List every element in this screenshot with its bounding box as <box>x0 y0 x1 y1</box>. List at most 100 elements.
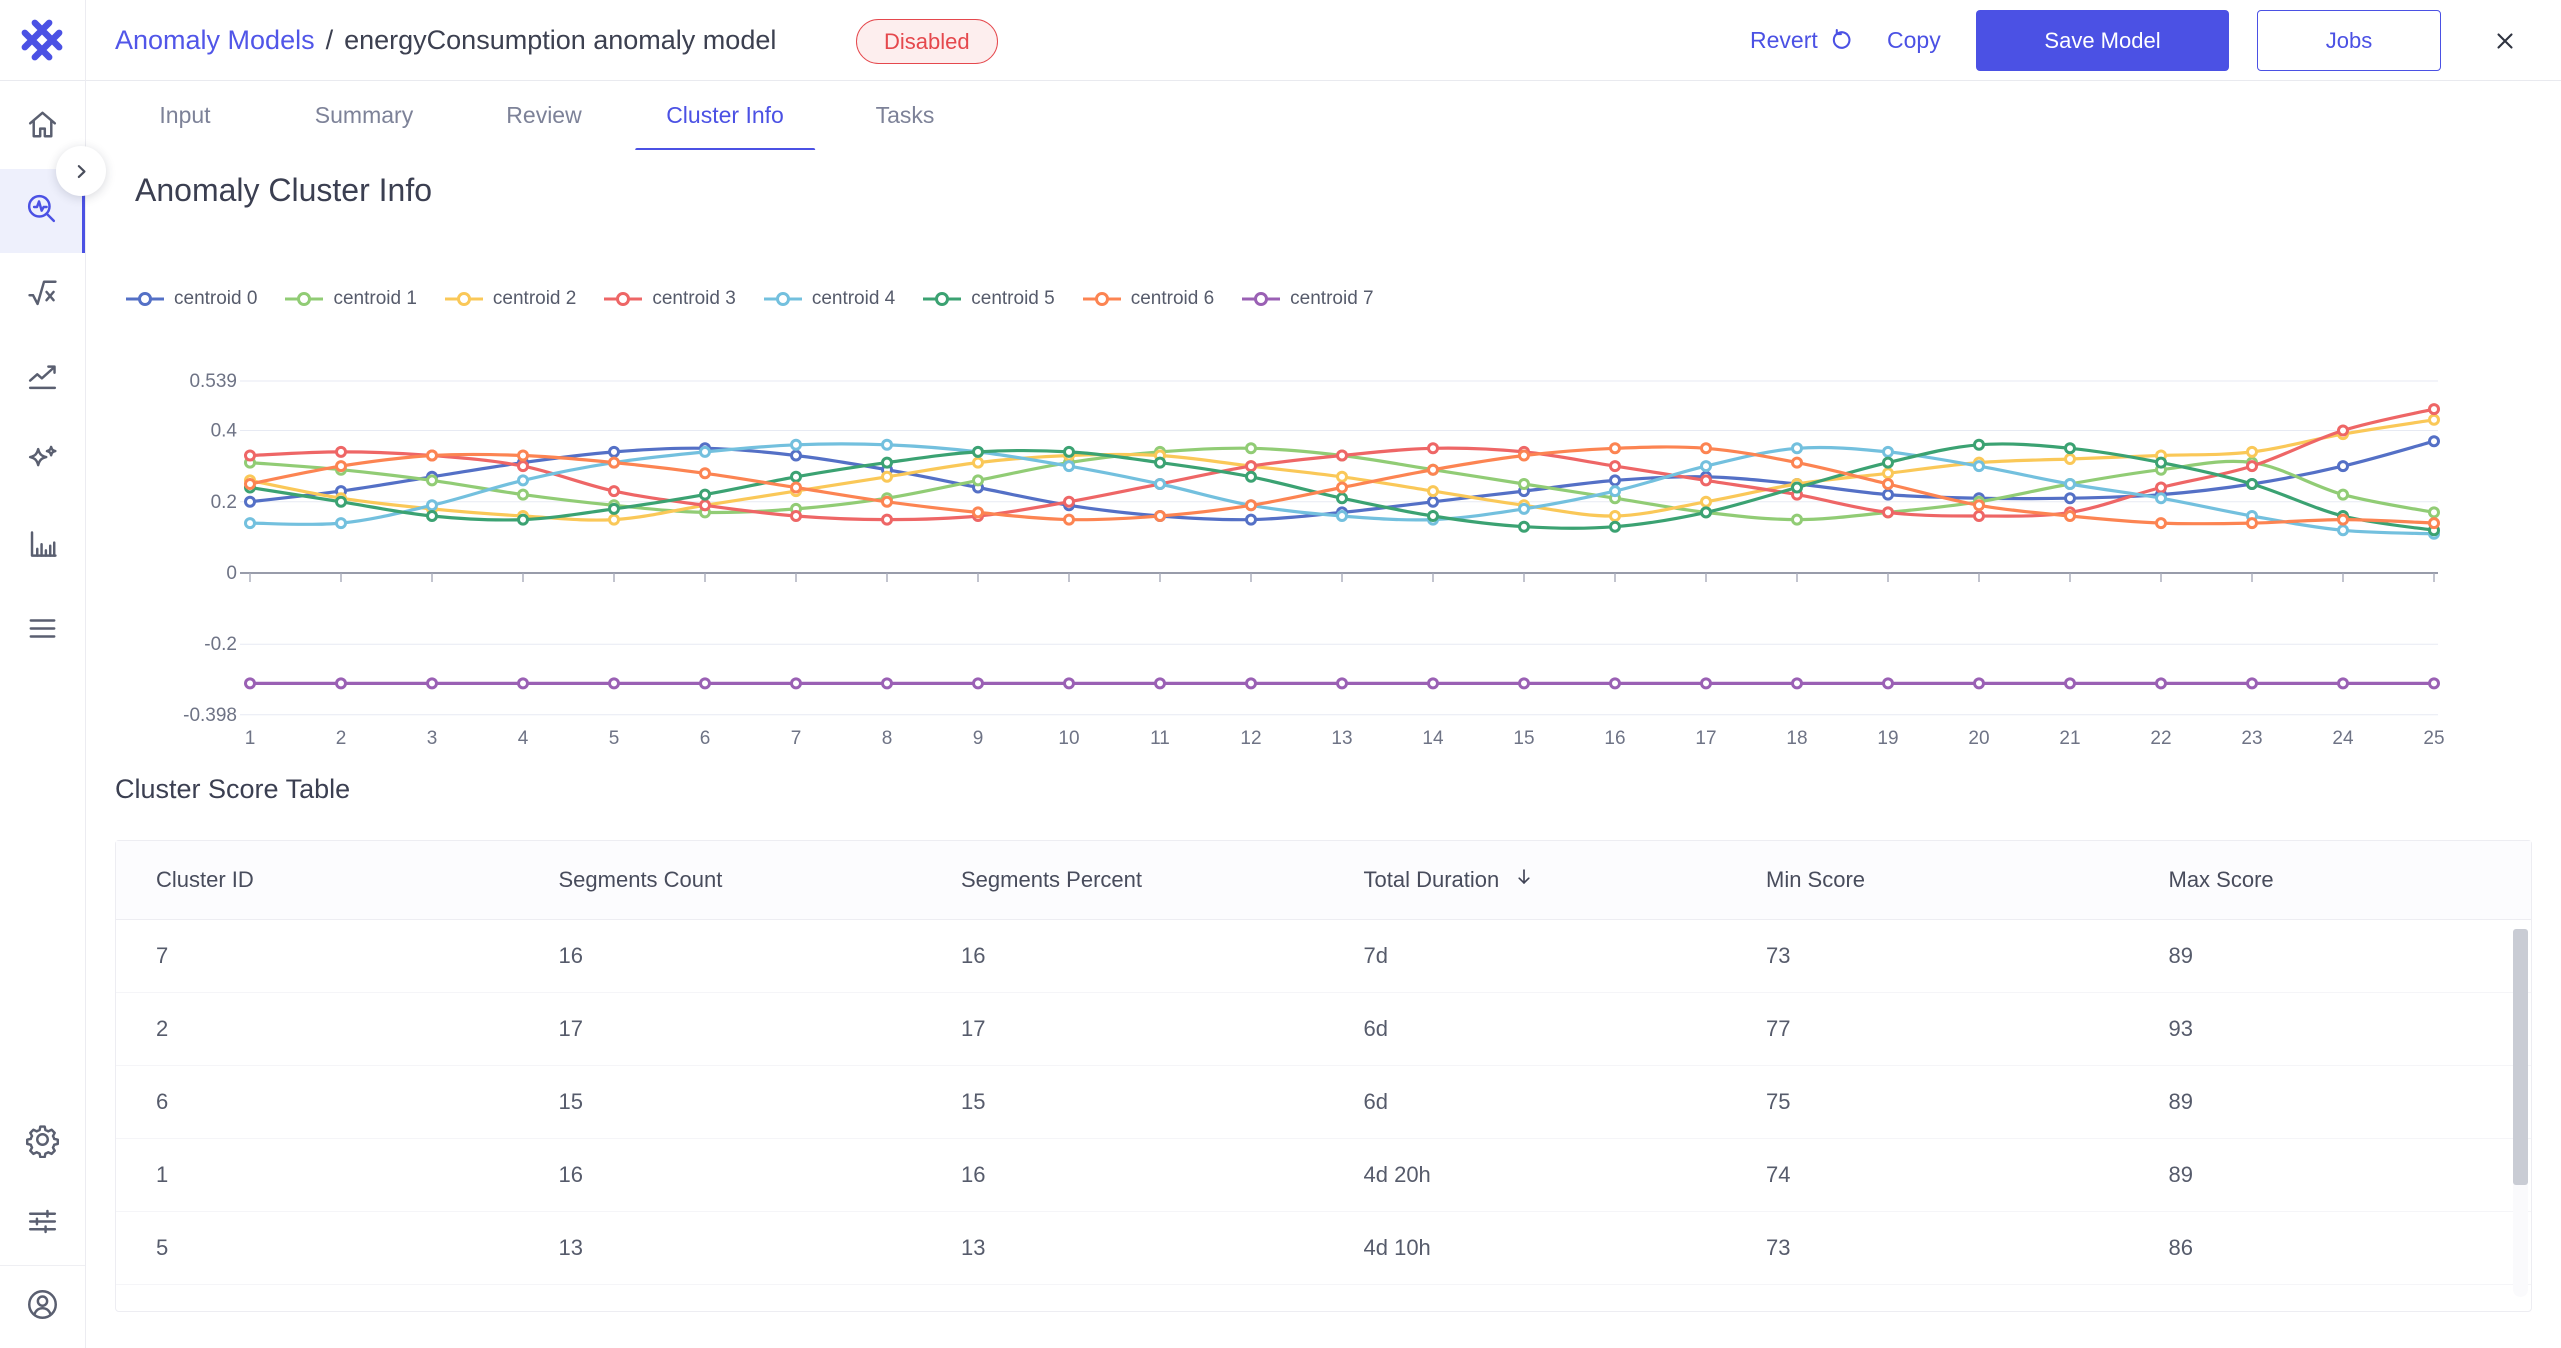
legend-item-centroid-2[interactable]: centroid 2 <box>444 288 576 310</box>
copy-label: Copy <box>1887 26 1941 53</box>
column-header-total-duration[interactable]: Total Duration <box>1324 866 1727 894</box>
save-model-button[interactable]: Save Model <box>1976 10 2229 71</box>
table-title: Cluster Score Table <box>115 774 351 804</box>
sidebar-item-home[interactable] <box>0 85 85 169</box>
svg-text:10: 10 <box>1058 728 1079 749</box>
svg-text:0.2: 0.2 <box>211 492 237 513</box>
app-logo[interactable] <box>0 16 84 64</box>
column-header-segments-count[interactable]: Segments Count <box>519 867 922 893</box>
table-header-row: Cluster ID Segments Count Segments Percent… <box>116 841 2531 920</box>
tab-input[interactable]: Input <box>159 102 211 128</box>
menu-icon <box>24 610 61 652</box>
cell-cluster-id: 6 <box>156 1089 169 1114</box>
sidebar-item-account[interactable] <box>0 1266 85 1348</box>
svg-text:18: 18 <box>1786 728 1807 749</box>
cell-max-score: 93 <box>2168 1016 2193 1041</box>
column-label: Min Score <box>1766 867 1866 892</box>
svg-text:19: 19 <box>1877 728 1898 749</box>
chart-legend: centroid 0 centroid 1 centroid 2 centroid 3… <box>125 288 1374 310</box>
cell-segments-percent: 16 <box>961 943 986 968</box>
page-title: Anomaly Cluster Info <box>135 172 433 208</box>
legend-item-centroid-6[interactable]: centroid 6 <box>1082 288 1214 310</box>
sidebar-item-sparkles[interactable] <box>0 421 85 505</box>
revert-refresh-icon <box>1832 29 1851 49</box>
copy-button[interactable]: Copy <box>1881 0 1947 80</box>
svg-text:22: 22 <box>2150 728 2171 749</box>
table-row-cluster-5[interactable]: 5 13 13 4d 10h 73 86 <box>116 1212 2531 1285</box>
svg-text:7: 7 <box>791 728 802 749</box>
legend-item-centroid-1[interactable]: centroid 1 <box>284 288 417 310</box>
account-icon <box>24 1286 61 1328</box>
column-label: Cluster ID <box>156 867 254 892</box>
revert-label: Revert <box>1750 26 1818 53</box>
close-button[interactable] <box>2487 23 2523 59</box>
formula-icon <box>24 274 61 316</box>
jobs-button[interactable]: Jobs <box>2257 10 2441 71</box>
svg-text:16: 16 <box>1604 728 1625 749</box>
settings-icon <box>24 1121 61 1163</box>
cell-min-score: 75 <box>1766 1089 1791 1114</box>
cell-max-score: 89 <box>2168 943 2193 968</box>
x-axis-labels: 1 2 3 4 5 6 7 8 9 10 11 12 13 14 15 16 17 18 19 20 21 22 23 24 2… <box>245 728 2445 749</box>
legend-line-marker-icon <box>763 290 803 308</box>
svg-text:11: 11 <box>1150 728 1170 749</box>
svg-text:0: 0 <box>226 563 237 584</box>
breadcrumb: Anomaly Models / energyConsumption anoma… <box>115 0 776 80</box>
cell-segments-count: 16 <box>558 1162 583 1187</box>
chevron-right-icon <box>77 165 86 179</box>
legend-line-marker-icon <box>603 290 643 308</box>
tab-tasks[interactable]: Tasks <box>875 102 935 128</box>
legend-item-centroid-4[interactable]: centroid 4 <box>763 288 895 310</box>
cell-cluster-id: 5 <box>156 1235 169 1260</box>
column-header-segments-percent[interactable]: Segments Percent <box>921 867 1324 893</box>
legend-line-marker-icon <box>444 290 484 308</box>
column-header-min-score[interactable]: Min Score <box>1726 867 2129 893</box>
legend-item-centroid-0[interactable]: centroid 0 <box>125 288 257 310</box>
column-header-max-score[interactable]: Max Score <box>2129 867 2532 893</box>
table-row-cluster-6[interactable]: 6 15 15 6d 75 89 <box>116 1066 2531 1139</box>
column-header-cluster-id[interactable]: Cluster ID <box>116 867 519 893</box>
svg-text:13: 13 <box>1331 728 1352 749</box>
tab-review[interactable]: Review <box>506 102 582 128</box>
sidebar-item-menu[interactable] <box>0 589 85 673</box>
table-row-cluster-7[interactable]: 7 16 16 7d 73 89 <box>116 920 2531 993</box>
sidebar-item-settings[interactable] <box>0 1101 85 1183</box>
cell-segments-count: 17 <box>558 1016 583 1041</box>
cell-segments-count: 15 <box>558 1089 583 1114</box>
sidebar <box>0 0 86 1348</box>
table-scrollbar-thumb[interactable] <box>2513 929 2528 1185</box>
legend-item-centroid-3[interactable]: centroid 3 <box>603 288 736 310</box>
sidebar-item-bar-chart[interactable] <box>0 505 85 589</box>
y-axis-labels: 0.539 0.4 0.2 0 -0.2 -0.398 <box>183 371 237 726</box>
table-scrollbar[interactable] <box>2513 929 2528 1297</box>
tab-summary[interactable]: Summary <box>314 102 414 128</box>
expand-sidebar-button[interactable] <box>56 146 106 196</box>
tab-cluster-info[interactable]: Cluster Info <box>666 81 784 150</box>
breadcrumb-anomaly-models-link[interactable]: Anomaly Models <box>115 24 315 55</box>
cell-cluster-id: 7 <box>156 943 169 968</box>
cell-segments-percent: 16 <box>961 1162 986 1187</box>
legend-item-centroid-7[interactable]: centroid 7 <box>1241 288 1374 310</box>
filters-icon <box>24 1203 61 1245</box>
legend-label: centroid 2 <box>492 288 577 309</box>
svg-text:2: 2 <box>336 728 347 749</box>
legend-label: centroid 4 <box>811 288 896 309</box>
cell-segments-count: 16 <box>558 943 583 968</box>
legend-label: centroid 0 <box>174 288 258 309</box>
weave-logo-icon <box>21 19 63 61</box>
legend-line-marker-icon <box>125 290 165 308</box>
sidebar-item-formula[interactable] <box>0 253 85 337</box>
legend-item-centroid-5[interactable]: centroid 5 <box>922 288 1055 310</box>
svg-text:9: 9 <box>973 728 984 749</box>
table-row-cluster-1[interactable]: 1 16 16 4d 20h 74 89 <box>116 1139 2531 1212</box>
sidebar-item-filters[interactable] <box>0 1183 85 1265</box>
svg-text:-0.2: -0.2 <box>204 634 237 655</box>
svg-text:-0.398: -0.398 <box>183 705 237 726</box>
tab-bar: Input Summary Review Cluster Info Tasks <box>85 81 2561 151</box>
sidebar-item-trend[interactable] <box>0 337 85 421</box>
table-row-cluster-2[interactable]: 2 17 17 6d 77 93 <box>116 993 2531 1066</box>
revert-button[interactable]: Revert <box>1744 0 1861 80</box>
cell-total-duration: 6d <box>1363 1089 1388 1114</box>
cell-cluster-id: 2 <box>156 1016 169 1041</box>
